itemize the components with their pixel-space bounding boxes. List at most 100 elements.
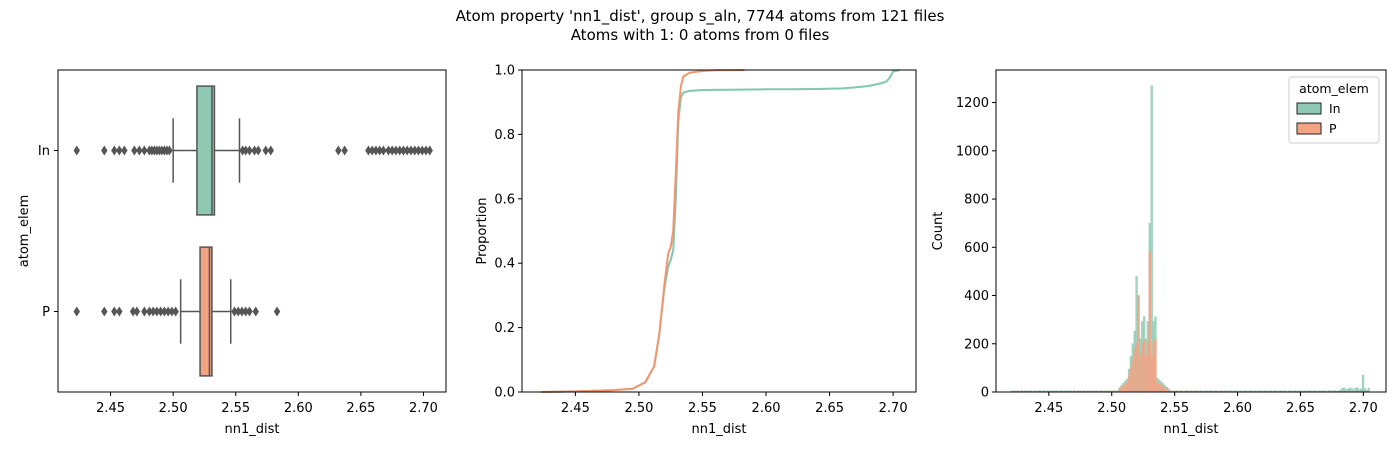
y-tick-label: 800	[964, 193, 989, 208]
x-tick-label: 2.60	[1223, 401, 1252, 416]
hist-bar-P	[1144, 354, 1148, 393]
hist-bar-P	[1127, 375, 1131, 393]
flier-point	[365, 145, 372, 156]
flier-point	[422, 145, 430, 156]
flier-point	[335, 145, 342, 156]
y-tick-label: 0.2	[494, 321, 515, 336]
hist-bar-In	[1343, 387, 1346, 393]
hist-bar-In	[1361, 374, 1365, 393]
legend-title: atom_elem	[1299, 81, 1369, 96]
flier-point	[392, 145, 400, 156]
x-tick-label: 2.65	[1286, 401, 1315, 416]
hist-bar-P	[1148, 251, 1151, 393]
flier-point	[252, 306, 259, 317]
hist-bar-P	[1139, 354, 1142, 393]
flier-point	[400, 145, 407, 156]
flier-point	[404, 145, 411, 156]
y-tick-label: 600	[964, 241, 989, 256]
x-tick-label: 2.50	[1097, 401, 1126, 416]
y-tick-label: 1200	[956, 96, 989, 111]
x-tick-label: 2.55	[688, 401, 717, 416]
x-tick-label: 2.70	[409, 401, 438, 416]
hist-bar-In	[1341, 387, 1344, 393]
x-tick-label: 2.50	[159, 401, 188, 416]
x-axis-label: nn1_dist	[1164, 422, 1219, 437]
flier-point	[255, 145, 262, 156]
flier-point	[141, 306, 148, 317]
hist-bar-In	[1150, 85, 1153, 393]
flier-point	[242, 306, 249, 317]
hist-bar-P	[1141, 342, 1144, 393]
legend-swatch-In	[1296, 102, 1322, 115]
x-tick-label: 2.60	[752, 401, 781, 416]
ecdf-panel: 2.45 2.50 2.55 2.60 2.65 2.70 nn1_dist 0.0 0.2 0.…	[475, 64, 917, 437]
flier-point	[111, 306, 118, 317]
x-tick-label: 2.70	[1349, 401, 1378, 416]
hist-bar-P	[1131, 358, 1134, 393]
flier-point	[161, 306, 168, 317]
figure-title-line2: Atoms with 1: 0 atoms from 0 files	[571, 26, 830, 44]
flier-point	[231, 306, 238, 317]
flier-point	[380, 145, 387, 156]
flier-point	[172, 306, 179, 317]
flier-point	[262, 145, 269, 156]
hist-bar-In	[1350, 388, 1353, 393]
flier-point	[133, 306, 141, 317]
flier-point	[149, 306, 157, 317]
flier-point	[267, 145, 274, 156]
hist-bar-P	[1124, 384, 1127, 393]
hist-bar-P	[1152, 342, 1155, 393]
hist-bar-P	[1129, 366, 1133, 393]
y-tick-label: 1000	[956, 144, 989, 159]
y-tick-label: 0.8	[494, 128, 515, 143]
legend: atom_elem In P	[1288, 76, 1380, 144]
y-tick-label: 400	[964, 289, 989, 304]
flier-point	[419, 145, 426, 156]
hist-bar-P	[1135, 342, 1138, 393]
hist-bar-In	[1356, 387, 1359, 393]
flier-point	[407, 145, 415, 156]
histogram-panel: 2.45 2.50 2.55 2.60 2.65 2.70 nn1_dist 0 200 400 6…	[931, 69, 1387, 437]
box-In	[196, 85, 216, 216]
flier-point	[116, 306, 123, 317]
box-P	[199, 246, 213, 377]
figure-title-line1: Atom property 'nn1_dist', group s_aln, 7…	[456, 7, 945, 26]
flier-point	[372, 145, 380, 156]
x-tick-label: 2.70	[879, 401, 908, 416]
hist-bar-P	[1156, 382, 1159, 393]
hist-bar-P	[1165, 388, 1168, 393]
legend-entry-In: In	[1329, 101, 1341, 116]
flier-point	[415, 145, 422, 156]
hist-bar-In	[1348, 387, 1351, 393]
x-tick-label: 2.45	[1034, 401, 1063, 416]
y-tick-label: 0.6	[494, 192, 515, 207]
x-tick-label: 2.60	[284, 401, 313, 416]
y-tick-label: In	[38, 144, 50, 159]
x-tick-label: 2.65	[815, 401, 844, 416]
axes-frame	[521, 69, 917, 393]
hist-bar-P	[1161, 385, 1165, 393]
hist-bar-P	[1154, 339, 1157, 393]
flier-point	[385, 145, 392, 156]
flier-point	[273, 306, 281, 317]
legend-swatch-P	[1296, 122, 1322, 135]
flier-point	[146, 306, 153, 317]
y-axis-label: Proportion	[475, 197, 490, 264]
hist-bar-In	[1363, 388, 1367, 393]
y-axis-label: atom_elem	[17, 195, 32, 267]
hist-bar-P	[1159, 384, 1163, 393]
hist-bar-P	[1146, 342, 1150, 393]
hist-bar-P	[1150, 354, 1153, 393]
flier-point	[73, 145, 80, 156]
flier-point	[426, 145, 433, 156]
axes-frame	[57, 69, 447, 393]
flier-point	[101, 145, 108, 156]
hist-bar-P	[1122, 385, 1125, 393]
flier-point	[341, 145, 348, 156]
ecdf-line-P	[541, 69, 745, 393]
flier-point	[164, 306, 172, 317]
x-tick-label: 2.55	[221, 401, 250, 416]
x-axis-label: nn1_dist	[692, 422, 747, 437]
flier-point	[141, 145, 148, 156]
